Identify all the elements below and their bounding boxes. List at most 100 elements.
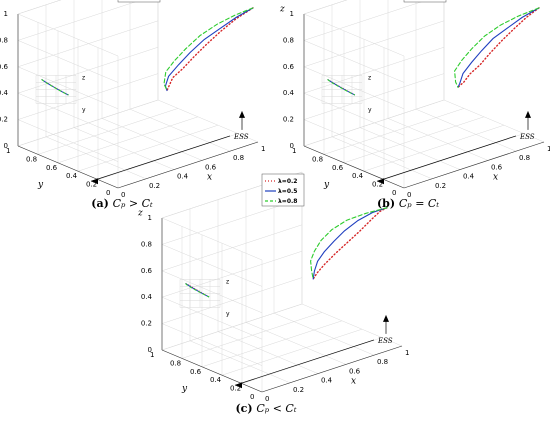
ess-arrowhead-left xyxy=(235,382,242,389)
left-gridline-z xyxy=(161,244,263,287)
z-axis-label: z xyxy=(279,4,285,14)
floor-gridline-x xyxy=(101,118,203,161)
z-tick-label: 0 xyxy=(4,142,8,150)
floor-gridline-x xyxy=(443,99,545,143)
left-gridline-z xyxy=(303,92,405,136)
x-tick-label: 1 xyxy=(547,145,550,153)
ess-arrowhead-left xyxy=(91,178,98,185)
floor-gridline-y xyxy=(201,320,343,368)
y-axis-label: y xyxy=(37,180,44,190)
caption-math: Cₚ < Cₜ xyxy=(256,402,296,415)
back-gridline-z xyxy=(303,73,445,120)
left-gridline-z xyxy=(303,40,405,83)
y-axis-line xyxy=(161,349,263,393)
legend-entry: λ=0.5 xyxy=(278,188,297,195)
z-tick-label: 0.2 xyxy=(0,116,8,124)
z-tick-label: 0.6 xyxy=(0,63,9,71)
caption-label: (b) xyxy=(377,197,399,210)
x-tick-label: 1 xyxy=(405,349,409,357)
y-axis-label: y xyxy=(323,180,330,190)
floor-gridline-y xyxy=(161,303,303,351)
x-tick-label: 0.6 xyxy=(205,163,217,171)
x-tick-label: 0.4 xyxy=(321,377,333,385)
box-top-edge xyxy=(17,0,62,15)
caption-label: (a) xyxy=(91,197,112,210)
y-axis-line xyxy=(303,145,405,189)
floor-gridline-x xyxy=(273,312,375,356)
z-tick-label: 0.4 xyxy=(141,293,153,301)
floor-gridline-x xyxy=(359,127,461,170)
ess-arrow-left xyxy=(234,339,375,386)
left-gridline-z xyxy=(161,217,263,261)
floor-gridline-y xyxy=(363,124,505,172)
series-line-1 xyxy=(457,7,540,88)
caption-math: Cₚ = Cₜ xyxy=(399,197,439,210)
y-tick-label: 1 xyxy=(150,351,154,359)
back-gridline-z xyxy=(17,73,159,120)
floor-gridline-x xyxy=(217,331,319,374)
y-tick-label: 0.2 xyxy=(86,181,97,189)
ess-arrowhead-up xyxy=(383,314,389,322)
z-tick-label: 0.6 xyxy=(283,63,295,71)
back-gridline-z xyxy=(303,46,445,94)
back-gridline-z xyxy=(303,0,428,41)
legend-entry: λ=0.8 xyxy=(278,198,297,205)
box-top-edge xyxy=(303,0,348,15)
floor-gridline-y xyxy=(323,108,465,155)
inset-y-label: y xyxy=(226,310,230,317)
y-tick-label: 0.4 xyxy=(352,172,364,180)
panel-c: 0 0.2 0.4 0.6 0.8 1 1 0.8 0.6 0.4 0.2 0 0 0.2 0.4 0.6 0.… xyxy=(137,171,409,415)
x-tick-label: 0.6 xyxy=(349,367,361,375)
x-tick-label: 0.2 xyxy=(293,386,304,394)
z-tick-label: 0.8 xyxy=(141,240,152,248)
inset-series-line xyxy=(327,79,356,96)
z-tick-label: 0.8 xyxy=(0,36,8,44)
back-gridline-z xyxy=(17,0,142,41)
floor-gridline-x xyxy=(331,136,433,180)
legend-entry: λ=0.8 xyxy=(420,0,439,1)
y-tick-label: 0 xyxy=(250,393,254,401)
z-tick-label: 0.8 xyxy=(283,36,294,44)
left-gridline-z xyxy=(303,13,405,57)
inset-z-label: z xyxy=(82,74,85,81)
floor-gridline-y xyxy=(343,116,485,164)
floor-gridline-x xyxy=(189,340,291,384)
series-line-0 xyxy=(457,7,540,89)
legend-box xyxy=(261,173,305,207)
panel-caption: (a) Cₚ > Cₜ xyxy=(91,197,153,210)
left-gridline-z xyxy=(17,40,119,83)
z-tick-label: 0.2 xyxy=(283,116,294,124)
inset-z-label: z xyxy=(226,278,229,285)
floor-gridline-x xyxy=(301,303,403,347)
y-tick-label: 0.8 xyxy=(26,155,37,163)
x-tick-label: 0.8 xyxy=(519,154,530,162)
ess-annotation: ESS xyxy=(377,337,393,345)
panel-a: 0 0.2 0.4 0.6 0.8 1 1 0.8 0.6 0.4 0.2 0 0 0.2 0.4 0.6 0.… xyxy=(0,0,265,210)
y-tick-label: 0.2 xyxy=(372,181,383,189)
caption-label: (c) xyxy=(235,402,256,415)
inset-z-label: z xyxy=(368,74,371,81)
z-tick-label: 0.4 xyxy=(283,89,295,97)
legend-entry: λ=0.2 xyxy=(278,178,297,185)
z-tick-label: 1 xyxy=(290,10,294,18)
ess-annotation: ESS xyxy=(233,133,249,141)
x-axis-line xyxy=(117,141,259,189)
y-tick-label: 0.8 xyxy=(170,359,181,367)
ess-arrowhead-up xyxy=(525,110,531,118)
z-tick-label: 0.6 xyxy=(141,267,153,275)
z-tick-label: 1 xyxy=(4,10,8,18)
back-gridline-z xyxy=(303,20,445,68)
x-tick-label: 0.2 xyxy=(435,182,446,190)
ess-arrow-left xyxy=(376,135,517,182)
floor-gridline-x xyxy=(415,108,517,152)
floor-gridline-y xyxy=(77,124,219,172)
ess-arrowhead-up xyxy=(239,110,245,118)
left-gridline-z xyxy=(303,119,405,162)
series-line-2 xyxy=(163,7,254,92)
x-axis-line xyxy=(261,345,403,393)
floor-gridline-y xyxy=(17,99,159,147)
legend-box xyxy=(403,0,447,3)
panel-caption: (c) Cₚ < Cₜ xyxy=(235,402,296,415)
y-tick-label: 1 xyxy=(292,147,296,155)
